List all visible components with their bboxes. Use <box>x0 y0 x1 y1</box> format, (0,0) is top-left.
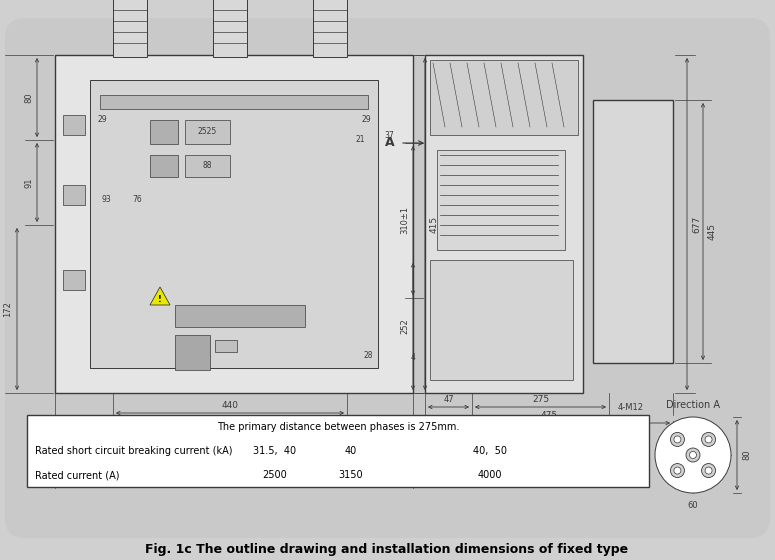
Text: Fig. 1c The outline drawing and installation dimensions of fixed type: Fig. 1c The outline drawing and installa… <box>146 544 629 557</box>
Bar <box>113 0 147 57</box>
Bar <box>63 185 85 205</box>
Text: 91: 91 <box>24 178 33 188</box>
Circle shape <box>670 464 684 478</box>
Text: Rated current (A): Rated current (A) <box>35 470 119 480</box>
Text: 445: 445 <box>708 223 717 240</box>
Bar <box>185 155 230 177</box>
Circle shape <box>623 310 643 330</box>
Text: 252: 252 <box>400 319 409 334</box>
Text: A: A <box>385 137 395 150</box>
Text: 310±1: 310±1 <box>400 207 409 235</box>
Bar <box>593 100 673 363</box>
Bar <box>63 270 85 290</box>
Circle shape <box>686 448 700 462</box>
Bar <box>313 0 347 57</box>
Text: 4-M10: 4-M10 <box>624 470 650 479</box>
Text: 37: 37 <box>384 130 394 139</box>
Bar <box>430 260 573 380</box>
Text: 2500: 2500 <box>263 470 288 480</box>
Text: 29: 29 <box>361 115 370 124</box>
Text: 415: 415 <box>430 216 439 232</box>
Bar <box>213 0 247 57</box>
Text: 28: 28 <box>363 352 373 361</box>
Text: 80: 80 <box>24 92 33 103</box>
Text: 88: 88 <box>202 161 212 170</box>
Text: 4000: 4000 <box>477 470 502 480</box>
Circle shape <box>705 436 712 443</box>
Bar <box>437 150 565 250</box>
Bar <box>63 115 85 135</box>
Text: 40: 40 <box>345 446 357 456</box>
Circle shape <box>655 417 731 493</box>
Bar <box>430 60 578 135</box>
Polygon shape <box>150 287 170 305</box>
Text: Direction A: Direction A <box>666 400 720 410</box>
Text: 47: 47 <box>443 395 454 404</box>
Text: φ120: φ120 <box>629 450 650 460</box>
Circle shape <box>701 432 715 446</box>
Circle shape <box>690 451 697 459</box>
Text: 677: 677 <box>692 216 701 232</box>
Text: 76: 76 <box>132 195 142 204</box>
Text: 3150: 3150 <box>339 470 363 480</box>
Bar <box>185 120 230 144</box>
Text: 21: 21 <box>355 136 365 144</box>
Text: 640(Rear): 640(Rear) <box>183 419 225 428</box>
Text: 31.5,  40: 31.5, 40 <box>253 446 297 456</box>
Text: 93: 93 <box>102 195 112 204</box>
Text: 80: 80 <box>742 450 751 460</box>
Bar <box>27 415 649 487</box>
Circle shape <box>615 137 651 173</box>
Text: 40,  50: 40, 50 <box>473 446 507 456</box>
Text: 770: 770 <box>225 452 243 462</box>
Text: 29: 29 <box>97 115 107 124</box>
Text: The primary distance between phases is 275mm.: The primary distance between phases is 2… <box>217 422 459 432</box>
Text: 4-M12: 4-M12 <box>618 403 644 412</box>
Text: 60: 60 <box>687 501 698 510</box>
Text: 2525: 2525 <box>198 128 217 137</box>
Text: !: ! <box>158 295 162 304</box>
Bar <box>175 305 305 327</box>
Text: 720(Front): 720(Front) <box>190 436 234 445</box>
Bar <box>150 155 178 177</box>
FancyBboxPatch shape <box>5 18 770 538</box>
Text: 172: 172 <box>3 301 12 317</box>
Circle shape <box>615 227 651 263</box>
Circle shape <box>674 467 681 474</box>
Bar <box>100 95 368 109</box>
Bar <box>175 335 210 370</box>
Circle shape <box>674 436 681 443</box>
Text: 440: 440 <box>222 401 239 410</box>
Text: 4: 4 <box>411 353 415 362</box>
Circle shape <box>701 464 715 478</box>
Text: 275: 275 <box>532 395 549 404</box>
Bar <box>150 120 178 144</box>
Circle shape <box>705 467 712 474</box>
Text: 475: 475 <box>540 411 557 420</box>
Bar <box>215 340 237 352</box>
Text: Rated short circuit breaking current (kA): Rated short circuit breaking current (kA… <box>35 446 232 456</box>
Bar <box>55 55 413 393</box>
Bar <box>90 80 378 368</box>
Circle shape <box>670 432 684 446</box>
Bar <box>425 55 583 393</box>
